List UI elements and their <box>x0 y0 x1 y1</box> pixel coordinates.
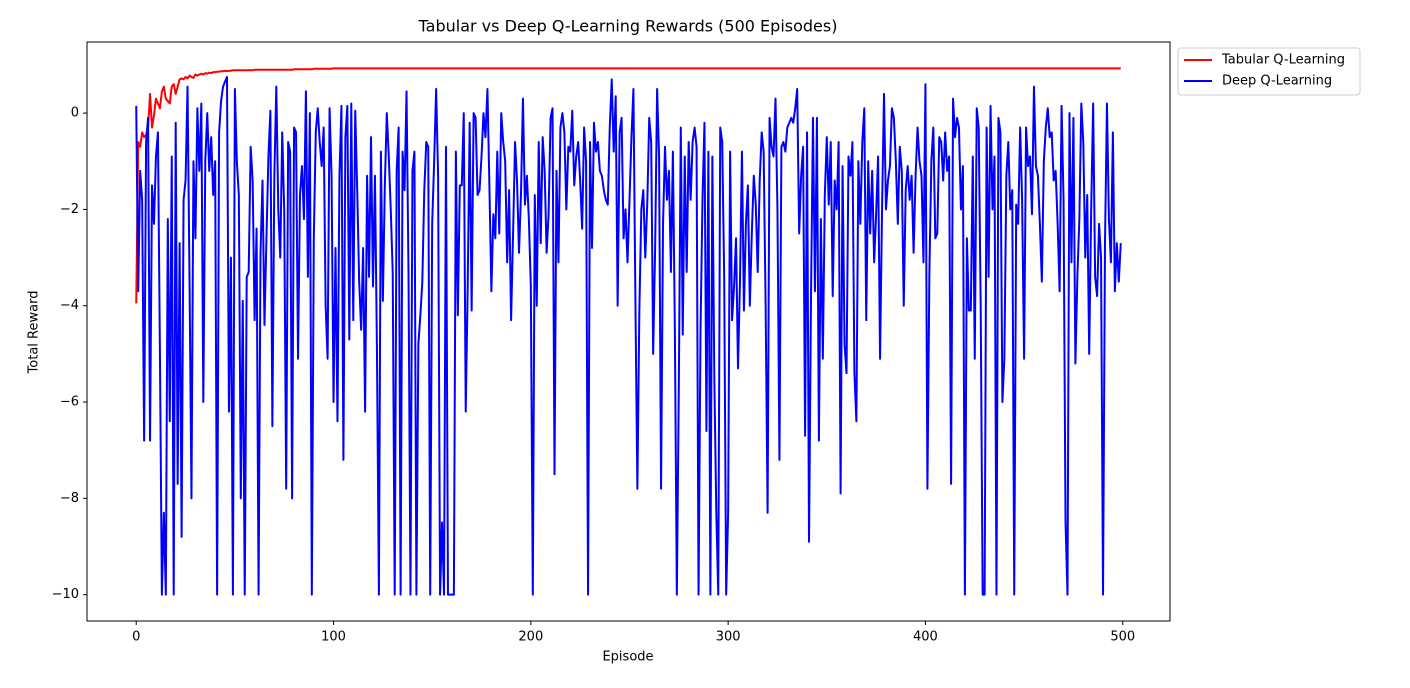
x-tick-label: 100 <box>321 630 346 645</box>
y-tick-label: 0 <box>71 106 79 121</box>
y-tick-label: −6 <box>60 395 79 410</box>
y-tick-label: −10 <box>52 587 79 602</box>
x-axis-label: Episode <box>602 650 653 665</box>
data-line <box>135 67 1121 304</box>
y-axis-label: Total Reward <box>27 291 42 375</box>
legend-box <box>1177 47 1361 96</box>
x-tick-label: 0 <box>132 630 140 645</box>
x-tick-label: 500 <box>1110 630 1135 645</box>
x-tick-label: 400 <box>913 630 938 645</box>
legend-label: Tabular Q-Learning <box>1221 53 1345 68</box>
y-tick-label: −8 <box>60 491 79 506</box>
legend-label: Deep Q-Learning <box>1222 74 1332 89</box>
y-tick-label: −4 <box>60 298 79 313</box>
x-tick-label: 200 <box>518 630 543 645</box>
chart-title: Tabular vs Deep Q-Learning Rewards (500 … <box>418 17 838 36</box>
y-tick-label: −2 <box>60 202 79 217</box>
plot-frame <box>86 41 1171 622</box>
data-line <box>135 75 1122 596</box>
x-tick-label: 300 <box>716 630 741 645</box>
